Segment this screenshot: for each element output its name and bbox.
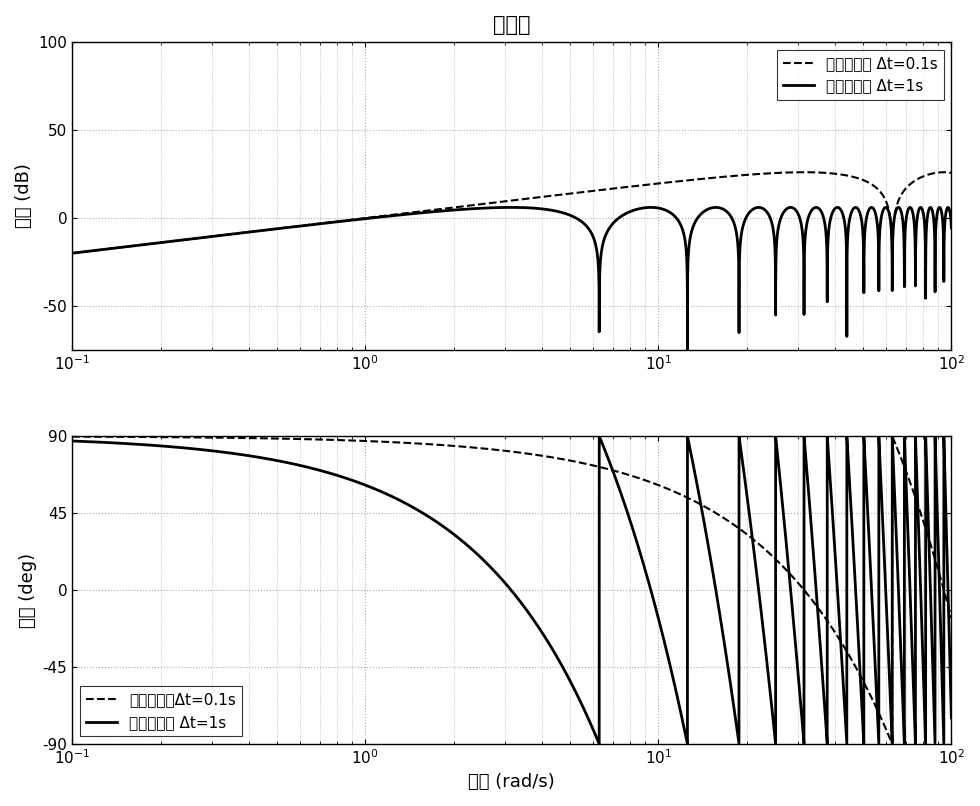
两点微分当 Δt=1s <box>946 223 957 233</box>
两点微分当Δt=0.1s <box>482 444 494 454</box>
两点微分当 Δt=1s <box>889 212 901 222</box>
两点微分当Δt=0.1s <box>67 432 78 442</box>
两点微分当 Δt=1s <box>841 431 853 441</box>
两点微分当 Δt=0.1s <box>285 222 297 231</box>
X-axis label: 频率 (rad/s): 频率 (rad/s) <box>468 773 556 791</box>
两点微分当 Δt=0.1s <box>886 285 898 295</box>
两点微分当 Δt=0.1s <box>696 174 708 184</box>
Title: 伯德图: 伯德图 <box>493 15 530 35</box>
Line: 两点微分当 Δt=1s: 两点微分当 Δt=1s <box>73 207 952 350</box>
两点微分当 Δt=1s <box>889 486 901 496</box>
两点微分当 Δt=1s <box>710 202 721 212</box>
两点微分当Δt=0.1s <box>598 463 610 473</box>
两点微分当 Δt=1s <box>482 203 494 213</box>
两点微分当 Δt=1s <box>482 560 494 570</box>
两点微分当Δt=0.1s <box>631 472 643 482</box>
Line: 两点微分当 Δt=0.1s: 两点微分当 Δt=0.1s <box>73 172 952 290</box>
两点微分当Δt=0.1s <box>889 437 901 447</box>
两点微分当 Δt=0.1s <box>798 168 809 177</box>
两点微分当Δt=0.1s <box>285 434 297 443</box>
两点微分当 Δt=0.1s <box>889 211 901 221</box>
两点微分当 Δt=1s <box>631 536 643 546</box>
Legend: 两点微分当Δt=0.1s, 两点微分当 Δt=1s: 两点微分当Δt=0.1s, 两点微分当 Δt=1s <box>80 687 242 736</box>
两点微分当 Δt=0.1s <box>631 181 643 191</box>
两点微分当 Δt=1s <box>681 345 693 355</box>
Y-axis label: 振幅 (dB): 振幅 (dB) <box>15 164 33 228</box>
Line: 两点微分当Δt=0.1s: 两点微分当Δt=0.1s <box>73 436 952 744</box>
两点微分当 Δt=1s <box>946 713 957 723</box>
两点微分当Δt=0.1s <box>886 739 898 749</box>
两点微分当Δt=0.1s <box>946 613 957 623</box>
Y-axis label: 相频 (deg): 相频 (deg) <box>19 552 37 628</box>
两点微分当 Δt=0.1s <box>946 168 957 177</box>
两点微分当 Δt=1s <box>285 222 297 232</box>
两点微分当 Δt=0.1s <box>67 248 78 258</box>
两点微分当 Δt=1s <box>598 443 610 453</box>
两点微分当 Δt=0.1s <box>482 198 494 208</box>
Legend: 两点微分当 Δt=0.1s, 两点微分当 Δt=1s: 两点微分当 Δt=0.1s, 两点微分当 Δt=1s <box>777 50 944 100</box>
两点微分当 Δt=1s <box>285 459 297 468</box>
两点微分当 Δt=1s <box>598 235 610 245</box>
两点微分当 Δt=1s <box>67 436 78 446</box>
两点微分当 Δt=1s <box>67 248 78 258</box>
两点微分当 Δt=1s <box>631 205 643 214</box>
两点微分当 Δt=1s <box>696 209 708 218</box>
两点微分当 Δt=1s <box>696 505 708 514</box>
两点微分当Δt=0.1s <box>696 501 708 510</box>
Line: 两点微分当 Δt=1s: 两点微分当 Δt=1s <box>73 436 952 744</box>
两点微分当 Δt=1s <box>681 739 693 749</box>
两点微分当Δt=0.1s <box>886 431 898 441</box>
两点微分当 Δt=0.1s <box>598 185 610 194</box>
